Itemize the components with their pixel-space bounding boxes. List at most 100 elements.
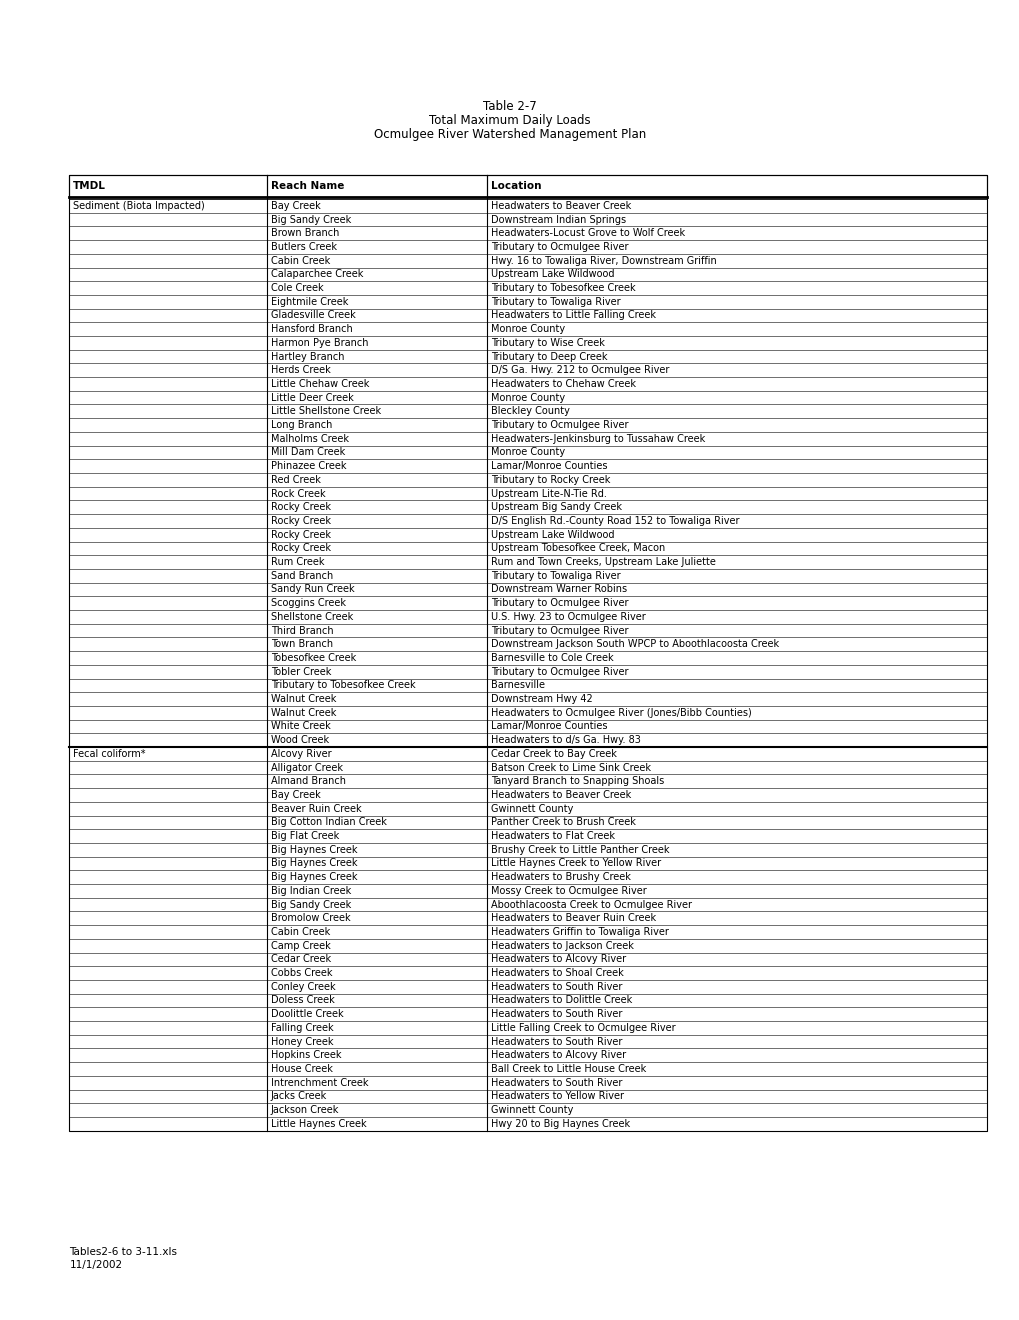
Text: Walnut Creek: Walnut Creek: [270, 708, 336, 718]
Text: Monroe County: Monroe County: [490, 447, 565, 458]
Text: Little Falling Creek to Ocmulgee River: Little Falling Creek to Ocmulgee River: [490, 1023, 675, 1032]
Text: Long Branch: Long Branch: [270, 420, 332, 430]
Text: Cabin Creek: Cabin Creek: [270, 256, 330, 265]
Text: Honey Creek: Honey Creek: [270, 1036, 333, 1047]
Text: Big Sandy Creek: Big Sandy Creek: [270, 215, 351, 224]
Text: Tributary to Tobesofkee Creek: Tributary to Tobesofkee Creek: [490, 282, 635, 293]
Text: Headwaters to South River: Headwaters to South River: [490, 982, 622, 991]
Text: Beaver Ruin Creek: Beaver Ruin Creek: [270, 804, 361, 813]
Text: Headwaters-Jenkinsburg to Tussahaw Creek: Headwaters-Jenkinsburg to Tussahaw Creek: [490, 434, 704, 444]
Text: Phinazee Creek: Phinazee Creek: [270, 461, 345, 471]
Text: Big Haynes Creek: Big Haynes Creek: [270, 845, 357, 855]
Text: Headwaters to Alcovy River: Headwaters to Alcovy River: [490, 954, 626, 965]
Text: Third Branch: Third Branch: [270, 626, 333, 635]
Text: Hansford Branch: Hansford Branch: [270, 325, 353, 334]
Text: Bay Creek: Bay Creek: [270, 201, 320, 211]
Text: Jacks Creek: Jacks Creek: [270, 1092, 327, 1101]
Text: 11/1/2002: 11/1/2002: [69, 1261, 122, 1270]
Text: Tributary to Rocky Creek: Tributary to Rocky Creek: [490, 475, 609, 484]
Text: Headwaters to d/s Ga. Hwy. 83: Headwaters to d/s Ga. Hwy. 83: [490, 735, 640, 746]
Text: Ocmulgee River Watershed Management Plan: Ocmulgee River Watershed Management Plan: [374, 128, 645, 141]
Text: Hwy 20 to Big Haynes Creek: Hwy 20 to Big Haynes Creek: [490, 1119, 630, 1129]
Text: White Creek: White Creek: [270, 722, 330, 731]
Text: Panther Creek to Brush Creek: Panther Creek to Brush Creek: [490, 817, 635, 828]
Text: Headwaters to South River: Headwaters to South River: [490, 1010, 622, 1019]
Text: Gwinnett County: Gwinnett County: [490, 804, 573, 813]
Text: Butlers Creek: Butlers Creek: [270, 242, 336, 252]
Text: Rum and Town Creeks, Upstream Lake Juliette: Rum and Town Creeks, Upstream Lake Julie…: [490, 557, 715, 568]
Text: Big Haynes Creek: Big Haynes Creek: [270, 858, 357, 869]
Text: Calaparchee Creek: Calaparchee Creek: [270, 269, 363, 280]
Text: Big Haynes Creek: Big Haynes Creek: [270, 873, 357, 882]
Text: Harmon Pye Branch: Harmon Pye Branch: [270, 338, 368, 348]
Text: Tobesofkee Creek: Tobesofkee Creek: [270, 653, 356, 663]
Text: Mossy Creek to Ocmulgee River: Mossy Creek to Ocmulgee River: [490, 886, 646, 896]
Text: Barnesville to Cole Creek: Barnesville to Cole Creek: [490, 653, 613, 663]
Text: Lamar/Monroe Counties: Lamar/Monroe Counties: [490, 461, 607, 471]
Text: Gladesville Creek: Gladesville Creek: [270, 310, 356, 321]
Text: Conley Creek: Conley Creek: [270, 982, 335, 991]
Text: Headwaters to Beaver Creek: Headwaters to Beaver Creek: [490, 789, 631, 800]
Text: Tobler Creek: Tobler Creek: [270, 667, 331, 677]
Text: Bleckley County: Bleckley County: [490, 407, 570, 416]
Text: Monroe County: Monroe County: [490, 325, 565, 334]
Text: Headwaters to Shoal Creek: Headwaters to Shoal Creek: [490, 968, 624, 978]
Text: Hartley Branch: Hartley Branch: [270, 351, 343, 362]
Text: Tributary to Tobesofkee Creek: Tributary to Tobesofkee Creek: [270, 680, 415, 690]
Text: Cabin Creek: Cabin Creek: [270, 927, 330, 937]
Text: Jackson Creek: Jackson Creek: [270, 1105, 338, 1115]
Text: Bay Creek: Bay Creek: [270, 789, 320, 800]
Text: Headwaters to Yellow River: Headwaters to Yellow River: [490, 1092, 624, 1101]
Text: D/S English Rd.-County Road 152 to Towaliga River: D/S English Rd.-County Road 152 to Towal…: [490, 516, 739, 525]
Text: Shellstone Creek: Shellstone Creek: [270, 612, 353, 622]
Text: Downstream Jackson South WPCP to Aboothlacoosta Creek: Downstream Jackson South WPCP to Aboothl…: [490, 639, 779, 649]
Text: Falling Creek: Falling Creek: [270, 1023, 333, 1032]
Text: Doless Creek: Doless Creek: [270, 995, 334, 1006]
Text: Doolittle Creek: Doolittle Creek: [270, 1010, 343, 1019]
Text: Little Chehaw Creek: Little Chehaw Creek: [270, 379, 369, 389]
Text: Rocky Creek: Rocky Creek: [270, 529, 330, 540]
Text: Upstream Lite-N-Tie Rd.: Upstream Lite-N-Tie Rd.: [490, 488, 606, 499]
Text: Headwaters to South River: Headwaters to South River: [490, 1077, 622, 1088]
Text: Walnut Creek: Walnut Creek: [270, 694, 336, 704]
Text: Headwaters to Ocmulgee River (Jones/Bibb Counties): Headwaters to Ocmulgee River (Jones/Bibb…: [490, 708, 751, 718]
Text: Tributary to Ocmulgee River: Tributary to Ocmulgee River: [490, 626, 628, 635]
Text: Downstream Warner Robins: Downstream Warner Robins: [490, 585, 627, 594]
Text: Cedar Creek: Cedar Creek: [270, 954, 330, 965]
Text: Monroe County: Monroe County: [490, 392, 565, 403]
Text: Camp Creek: Camp Creek: [270, 941, 330, 950]
Text: Headwaters-Locust Grove to Wolf Creek: Headwaters-Locust Grove to Wolf Creek: [490, 228, 685, 238]
Text: Malholms Creek: Malholms Creek: [270, 434, 348, 444]
Text: Almand Branch: Almand Branch: [270, 776, 345, 787]
Text: Rum Creek: Rum Creek: [270, 557, 324, 568]
Text: Headwaters to Chehaw Creek: Headwaters to Chehaw Creek: [490, 379, 636, 389]
Text: Brushy Creek to Little Panther Creek: Brushy Creek to Little Panther Creek: [490, 845, 668, 855]
Text: Upstream Tobesofkee Creek, Macon: Upstream Tobesofkee Creek, Macon: [490, 544, 664, 553]
Text: Mill Dam Creek: Mill Dam Creek: [270, 447, 344, 458]
Text: Rocky Creek: Rocky Creek: [270, 502, 330, 512]
Text: Sediment (Biota Impacted): Sediment (Biota Impacted): [73, 201, 205, 211]
Text: Headwaters Griffin to Towaliga River: Headwaters Griffin to Towaliga River: [490, 927, 668, 937]
Text: Batson Creek to Lime Sink Creek: Batson Creek to Lime Sink Creek: [490, 763, 650, 772]
Text: Big Cotton Indian Creek: Big Cotton Indian Creek: [270, 817, 386, 828]
Text: Headwaters to Little Falling Creek: Headwaters to Little Falling Creek: [490, 310, 655, 321]
Text: Eightmile Creek: Eightmile Creek: [270, 297, 347, 306]
Text: Reach Name: Reach Name: [270, 181, 343, 191]
Text: Headwaters to Jackson Creek: Headwaters to Jackson Creek: [490, 941, 633, 950]
Text: Tributary to Ocmulgee River: Tributary to Ocmulgee River: [490, 420, 628, 430]
Text: Ball Creek to Little House Creek: Ball Creek to Little House Creek: [490, 1064, 646, 1074]
Text: Tables2-6 to 3-11.xls: Tables2-6 to 3-11.xls: [69, 1247, 177, 1257]
Text: Little Deer Creek: Little Deer Creek: [270, 392, 354, 403]
Text: Upstream Big Sandy Creek: Upstream Big Sandy Creek: [490, 502, 622, 512]
Text: Fecal coliform*: Fecal coliform*: [73, 748, 146, 759]
Text: Upstream Lake Wildwood: Upstream Lake Wildwood: [490, 529, 613, 540]
Text: U.S. Hwy. 23 to Ocmulgee River: U.S. Hwy. 23 to Ocmulgee River: [490, 612, 645, 622]
Text: House Creek: House Creek: [270, 1064, 332, 1074]
Text: Rock Creek: Rock Creek: [270, 488, 325, 499]
Text: Cobbs Creek: Cobbs Creek: [270, 968, 332, 978]
Text: Little Shellstone Creek: Little Shellstone Creek: [270, 407, 380, 416]
Text: Tributary to Ocmulgee River: Tributary to Ocmulgee River: [490, 667, 628, 677]
Text: Sandy Run Creek: Sandy Run Creek: [270, 585, 354, 594]
Text: Headwaters to Alcovy River: Headwaters to Alcovy River: [490, 1051, 626, 1060]
Text: Tributary to Wise Creek: Tributary to Wise Creek: [490, 338, 604, 348]
